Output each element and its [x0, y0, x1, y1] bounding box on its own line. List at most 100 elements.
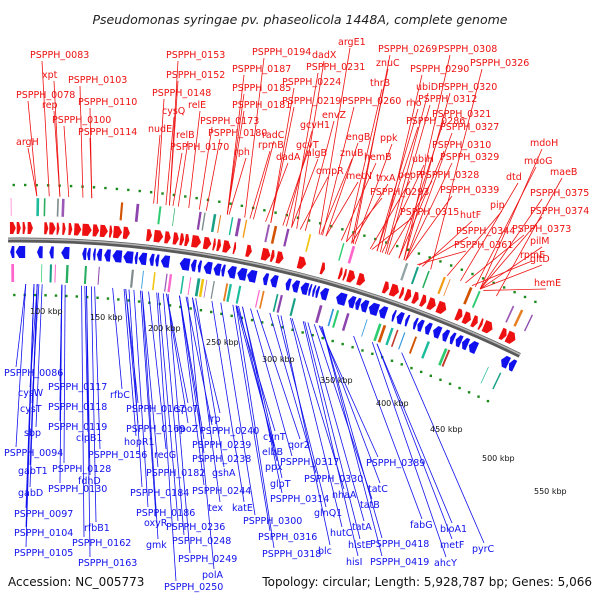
- reverse-connector-line: [81, 285, 85, 538]
- outer-category-stripe: [443, 278, 451, 296]
- forward-gene-arrow: [184, 233, 190, 247]
- inner-dot: [127, 299, 130, 302]
- forward-connector-line: [27, 100, 38, 197]
- forward-connector-line: [285, 130, 313, 227]
- inner-dot: [448, 382, 452, 386]
- reverse-gene-label: gabD: [18, 488, 43, 499]
- inner-category-stripe: [41, 264, 43, 283]
- reverse-connector-line: [320, 325, 381, 484]
- forward-gene-arrow: [122, 226, 130, 239]
- reverse-gene-arrow: [285, 278, 292, 291]
- reverse-connector-line: [220, 302, 256, 516]
- forward-connector-line: [405, 195, 453, 261]
- reverse-gene-arrow: [92, 248, 96, 261]
- forward-gene-label: cysQ: [162, 106, 185, 117]
- forward-gene-label: znuB: [340, 148, 364, 159]
- forward-connector-line: [483, 288, 547, 291]
- backbone-highlight: [8, 238, 521, 356]
- forward-gene-label: PSPPH_0173: [200, 116, 259, 127]
- reverse-connector-line: [277, 314, 327, 508]
- reverse-connector-line: [269, 312, 317, 474]
- inner-dot: [400, 363, 403, 366]
- reverse-gene-label: glnQ1: [314, 508, 342, 519]
- reverse-gene-label: lrp: [208, 414, 221, 425]
- inner-category-stripe: [385, 327, 394, 346]
- inner-dot: [117, 298, 120, 301]
- inner-dot: [250, 318, 254, 322]
- inner-dot: [44, 294, 47, 297]
- inner-category-stripe: [235, 285, 242, 304]
- reverse-gene-arrow: [96, 248, 103, 261]
- accession-text: Accession: NC_005773: [8, 575, 144, 589]
- outer-category-stripe: [228, 217, 234, 236]
- reverse-gene-label: PSPPH_0167: [126, 404, 185, 415]
- forward-gene-arrow: [68, 223, 73, 236]
- outer-dot: [69, 184, 73, 188]
- reverse-gene-label: PSPPH_0300: [243, 516, 302, 527]
- outer-dot: [374, 237, 377, 241]
- inner-category-stripe: [65, 264, 69, 284]
- reverse-connector-line: [321, 326, 383, 557]
- inner-dot: [189, 307, 192, 310]
- reverse-gene-label: gmk: [146, 540, 167, 551]
- reverse-gene-label: ppx: [265, 462, 283, 473]
- reverse-connector-line: [123, 288, 137, 437]
- reverse-connector-line: [15, 283, 27, 448]
- forward-connector-line: [282, 150, 309, 226]
- reverse-gene-label: clpB1: [76, 433, 102, 444]
- inner-dot: [439, 378, 442, 381]
- reverse-gene-arrow: [508, 359, 518, 372]
- inner-dot: [230, 314, 233, 318]
- reverse-gene-arrow: [221, 264, 226, 277]
- outer-category-stripe: [505, 305, 515, 323]
- reverse-gene-label: hisI: [346, 557, 362, 568]
- forward-connector-line: [322, 106, 355, 236]
- reverse-connector-line: [141, 290, 159, 540]
- forward-connector-line: [165, 116, 175, 206]
- forward-connector-line: [53, 110, 61, 197]
- forward-gene-label: ppk: [380, 133, 398, 144]
- inner-dot: [341, 342, 344, 346]
- reverse-connector-line: [29, 284, 38, 488]
- outer-dot: [307, 219, 311, 222]
- inner-category-stripe: [408, 336, 418, 354]
- forward-connector-line: [403, 54, 451, 261]
- outer-dot: [534, 300, 537, 304]
- inner-category-stripe: [289, 298, 297, 317]
- outer-dot: [115, 187, 119, 191]
- forward-gene-arrow: [164, 231, 171, 244]
- forward-gene-label: xpt: [42, 70, 58, 81]
- reverse-gene-label: PSPPH_0163: [78, 558, 137, 569]
- reverse-gene-label: PSPPH_0169: [126, 424, 185, 435]
- reverse-connector-line: [90, 286, 97, 523]
- reverse-connector-line: [304, 321, 361, 540]
- reverse-gene-label: PSPPH_0244: [192, 486, 251, 497]
- forward-connector-line: [376, 126, 419, 252]
- inner-category-stripe: [398, 332, 406, 350]
- outer-dot: [229, 202, 232, 205]
- outer-category-stripe: [10, 198, 12, 217]
- reverse-gene-label: polA: [202, 570, 223, 581]
- forward-connector-line: [228, 157, 247, 215]
- reverse-connector-line: [242, 306, 283, 479]
- outer-dot: [492, 281, 495, 285]
- inner-category-stripe: [254, 289, 260, 308]
- inner-dot: [311, 334, 314, 337]
- reverse-gene-label: rfbC: [110, 390, 130, 401]
- inner-dot: [137, 300, 141, 303]
- forward-gene-label: thrB: [370, 78, 390, 89]
- reverse-gene-label: PSPPH_0094: [4, 448, 63, 459]
- reverse-gene-label: PSPPH_0104: [14, 528, 73, 539]
- reverse-gene-label: PSPPH_0182: [146, 468, 205, 479]
- inner-dot: [410, 366, 413, 370]
- forward-connector-line: [405, 132, 453, 261]
- forward-gene-label: gcvT: [296, 140, 319, 151]
- forward-gene-arrow: [260, 247, 271, 261]
- reverse-gene-arrow: [247, 269, 258, 283]
- forward-connector-line: [460, 182, 519, 282]
- outer-category-stripe: [264, 224, 271, 243]
- forward-connector-line: [385, 92, 429, 254]
- reverse-connector-line: [192, 297, 221, 414]
- forward-gene-label: PSPPH_0219: [282, 96, 341, 107]
